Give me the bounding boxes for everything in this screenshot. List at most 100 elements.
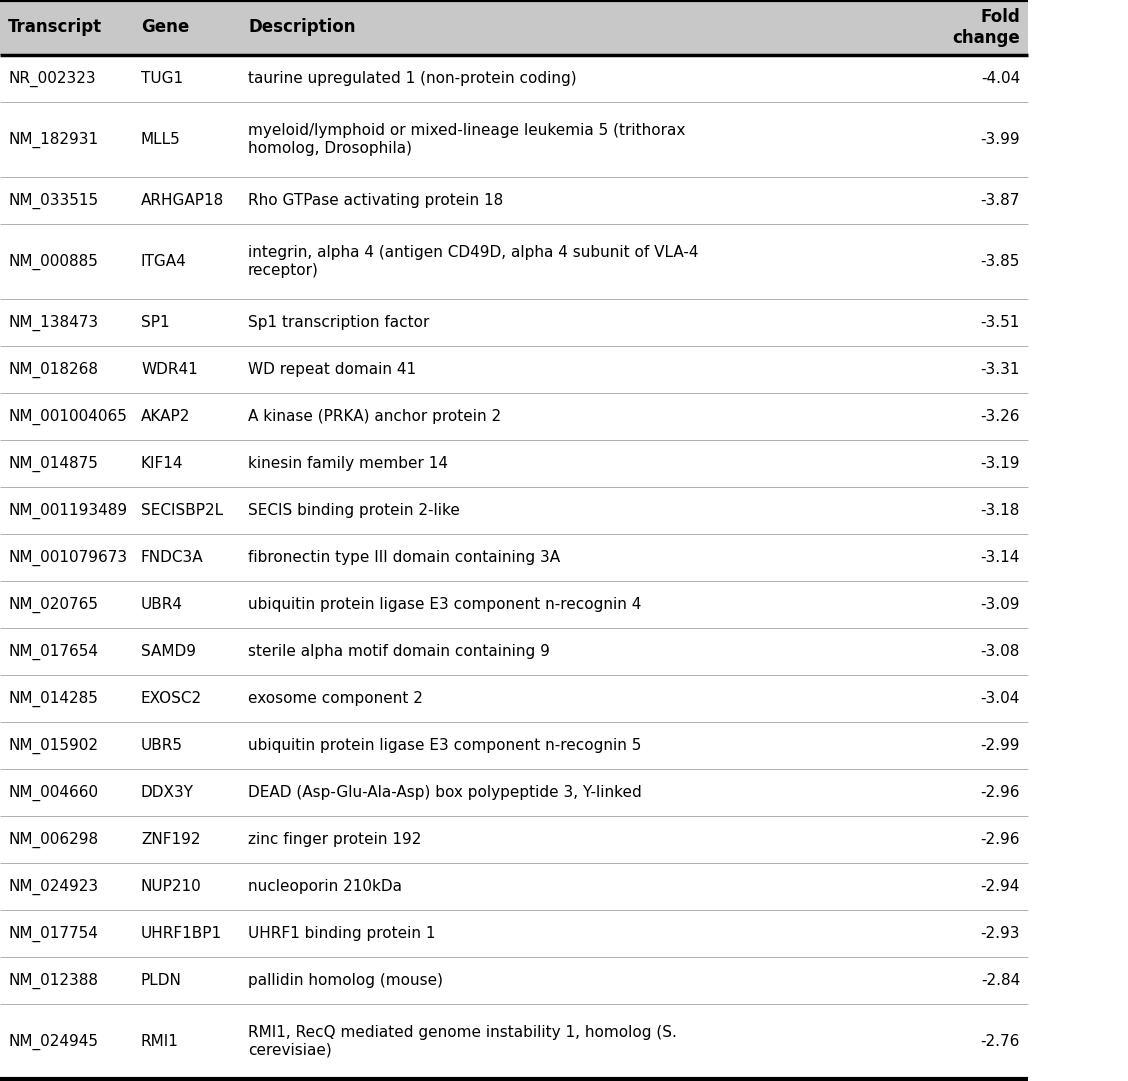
Bar (0, 299, 1028, 346)
Text: Gene: Gene (141, 18, 190, 37)
Text: UBR5: UBR5 (141, 738, 183, 753)
Text: SECISBP2L: SECISBP2L (141, 503, 223, 518)
Text: DEAD (Asp-Glu-Ala-Asp) box polypeptide 3, Y-linked: DEAD (Asp-Glu-Ala-Asp) box polypeptide 3… (248, 785, 642, 800)
Bar (0, 534, 1028, 580)
Text: WD repeat domain 41: WD repeat domain 41 (248, 362, 416, 377)
Bar (0, 55, 1028, 102)
Text: -3.51: -3.51 (980, 315, 1020, 330)
Text: -3.14: -3.14 (980, 550, 1020, 565)
Text: -3.08: -3.08 (980, 644, 1020, 659)
Text: NM_001193489: NM_001193489 (8, 503, 127, 519)
Text: EXOSC2: EXOSC2 (141, 691, 202, 706)
Bar (0, 769, 1028, 816)
Text: -3.99: -3.99 (980, 132, 1020, 147)
Text: NM_138473: NM_138473 (8, 315, 98, 331)
Text: NM_014875: NM_014875 (8, 455, 98, 471)
Text: AKAP2: AKAP2 (141, 409, 191, 424)
Bar (0, 675, 1028, 722)
Text: UHRF1 binding protein 1: UHRF1 binding protein 1 (248, 926, 435, 940)
Text: zinc finger protein 192: zinc finger protein 192 (248, 832, 422, 848)
Text: myeloid/lymphoid or mixed-lineage leukemia 5 (trithorax
homolog, Drosophila): myeloid/lymphoid or mixed-lineage leukem… (248, 123, 686, 156)
Text: Fold
change: Fold change (952, 8, 1020, 46)
Text: ZNF192: ZNF192 (141, 832, 201, 848)
Text: NM_012388: NM_012388 (8, 973, 98, 989)
Text: taurine upregulated 1 (non-protein coding): taurine upregulated 1 (non-protein codin… (248, 71, 576, 86)
Bar (0, 488, 1028, 534)
Text: NM_015902: NM_015902 (8, 737, 98, 753)
Text: UHRF1BP1: UHRF1BP1 (141, 926, 222, 940)
Bar (0, 393, 1028, 440)
Bar (0, 440, 1028, 488)
Text: -3.85: -3.85 (980, 254, 1020, 269)
Text: -2.84: -2.84 (980, 973, 1020, 988)
Text: NM_024945: NM_024945 (8, 1033, 98, 1050)
Bar (0, 863, 1028, 910)
Text: -2.94: -2.94 (980, 879, 1020, 894)
Text: WDR41: WDR41 (141, 362, 197, 377)
Text: ubiquitin protein ligase E3 component n-recognin 5: ubiquitin protein ligase E3 component n-… (248, 738, 642, 753)
Text: -3.26: -3.26 (980, 409, 1020, 424)
Text: sterile alpha motif domain containing 9: sterile alpha motif domain containing 9 (248, 644, 549, 659)
Text: KIF14: KIF14 (141, 456, 184, 471)
Text: Description: Description (248, 18, 355, 37)
Text: RMI1: RMI1 (141, 1035, 179, 1049)
Text: ITGA4: ITGA4 (141, 254, 187, 269)
Text: -3.04: -3.04 (980, 691, 1020, 706)
Text: exosome component 2: exosome component 2 (248, 691, 423, 706)
Text: NM_020765: NM_020765 (8, 597, 98, 613)
Text: NM_001004065: NM_001004065 (8, 409, 126, 425)
Text: NM_033515: NM_033515 (8, 192, 98, 209)
Bar (0, 628, 1028, 675)
Text: -2.96: -2.96 (980, 785, 1020, 800)
Text: ubiquitin protein ligase E3 component n-recognin 4: ubiquitin protein ligase E3 component n-… (248, 597, 642, 612)
Text: -2.93: -2.93 (980, 926, 1020, 940)
Text: -3.18: -3.18 (980, 503, 1020, 518)
Text: RMI1, RecQ mediated genome instability 1, homolog (S.
cerevisiae): RMI1, RecQ mediated genome instability 1… (248, 1025, 677, 1057)
Text: SP1: SP1 (141, 315, 169, 330)
Text: -4.04: -4.04 (980, 71, 1020, 86)
Text: MLL5: MLL5 (141, 132, 180, 147)
Text: -3.09: -3.09 (980, 597, 1020, 612)
Text: pallidin homolog (mouse): pallidin homolog (mouse) (248, 973, 443, 988)
Text: fibronectin type III domain containing 3A: fibronectin type III domain containing 3… (248, 550, 561, 565)
Text: -2.76: -2.76 (980, 1035, 1020, 1049)
Text: Sp1 transcription factor: Sp1 transcription factor (248, 315, 430, 330)
Text: SECIS binding protein 2-like: SECIS binding protein 2-like (248, 503, 460, 518)
Text: NM_017654: NM_017654 (8, 643, 98, 659)
Text: ARHGAP18: ARHGAP18 (141, 193, 224, 208)
Bar (0, 1004, 1028, 1079)
Text: NM_017754: NM_017754 (8, 925, 98, 942)
Text: -2.99: -2.99 (980, 738, 1020, 753)
Text: DDX3Y: DDX3Y (141, 785, 194, 800)
Text: NM_004660: NM_004660 (8, 785, 98, 801)
Text: NM_182931: NM_182931 (8, 132, 98, 148)
Bar (0, 346, 1028, 393)
Bar (0, 102, 1028, 177)
Bar (0, 224, 1028, 299)
Text: -3.19: -3.19 (980, 456, 1020, 471)
Text: Transcript: Transcript (8, 18, 103, 37)
Text: -3.31: -3.31 (980, 362, 1020, 377)
Text: nucleoporin 210kDa: nucleoporin 210kDa (248, 879, 402, 894)
Text: A kinase (PRKA) anchor protein 2: A kinase (PRKA) anchor protein 2 (248, 409, 501, 424)
Text: -3.87: -3.87 (980, 193, 1020, 208)
Text: NM_024923: NM_024923 (8, 879, 98, 895)
Text: NUP210: NUP210 (141, 879, 202, 894)
Bar (0, 580, 1028, 628)
Text: NR_002323: NR_002323 (8, 70, 96, 86)
Bar (0, 957, 1028, 1004)
Bar (0, 0, 1028, 55)
Text: integrin, alpha 4 (antigen CD49D, alpha 4 subunit of VLA-4
receptor): integrin, alpha 4 (antigen CD49D, alpha … (248, 245, 698, 278)
Bar (0, 816, 1028, 863)
Text: NM_006298: NM_006298 (8, 831, 98, 848)
Text: TUG1: TUG1 (141, 71, 183, 86)
Bar (0, 177, 1028, 224)
Text: kinesin family member 14: kinesin family member 14 (248, 456, 448, 471)
Text: NM_014285: NM_014285 (8, 691, 98, 707)
Text: SAMD9: SAMD9 (141, 644, 196, 659)
Text: NM_000885: NM_000885 (8, 253, 98, 269)
Bar (0, 910, 1028, 957)
Text: FNDC3A: FNDC3A (141, 550, 204, 565)
Bar (0, 722, 1028, 769)
Text: -2.96: -2.96 (980, 832, 1020, 848)
